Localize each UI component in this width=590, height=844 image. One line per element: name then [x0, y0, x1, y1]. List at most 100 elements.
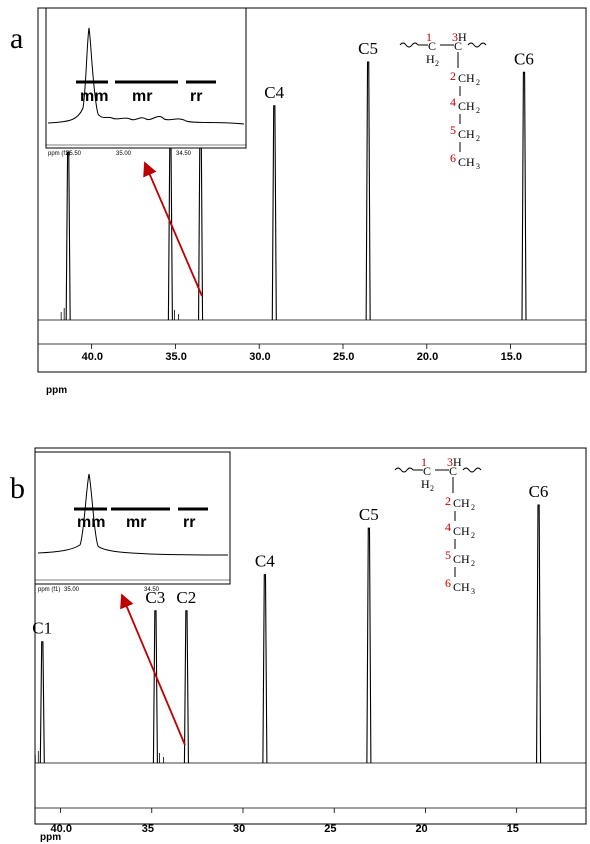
panel-b-inset-frame: [34, 451, 231, 585]
peak-c2: [183, 610, 189, 764]
inset-tick: 34.50: [176, 151, 192, 157]
svg-text:4: 4: [445, 520, 451, 534]
panel-b-xlabel: ppm: [40, 832, 61, 843]
svg-text:2: 2: [450, 69, 456, 83]
panel-a-frame: [37, 7, 587, 373]
x-tick-label: 25.0: [333, 351, 354, 363]
svg-text:CH: CH: [453, 552, 470, 566]
mm-label: mm: [80, 88, 108, 105]
svg-text:CH: CH: [453, 496, 470, 510]
svg-text:5: 5: [450, 123, 456, 137]
h-label: H: [458, 30, 467, 44]
wavy-bond-left: [399, 42, 419, 48]
inset-tick-prefix: ppm (f1): [48, 151, 70, 157]
inset-tick: 35.50: [66, 151, 82, 157]
svg-text:5: 5: [445, 548, 451, 562]
ch-group: C: [454, 39, 462, 53]
svg-text:6: 6: [450, 151, 456, 165]
panel-b-spectrum: [34, 504, 586, 764]
panel-a-xlabel: ppm: [46, 385, 67, 396]
svg-text:3: 3: [471, 587, 475, 596]
x-tick-label: 35: [142, 823, 154, 835]
svg-text:CH: CH: [453, 524, 470, 538]
peak-c6: [521, 71, 527, 321]
svg-text:3: 3: [476, 162, 480, 171]
peak-label-c6: C6: [529, 482, 549, 501]
mr-label: mr: [126, 514, 146, 531]
panel-b-peak-labels: C1 C3 C2 C4 C5 C6: [32, 482, 548, 638]
inset-tick: 34.50: [144, 587, 160, 593]
peak-c4: [271, 105, 277, 321]
inset-tick: 35.00: [64, 587, 80, 593]
peak-label-c2: C2: [176, 588, 196, 607]
x-tick-label: 15.0: [501, 351, 522, 363]
svg-text:2: 2: [445, 494, 451, 508]
svg-text:4: 4: [450, 95, 456, 109]
panel-b-inset: mm mr rr ppm (f1) 35.00 34.50: [34, 451, 231, 593]
panel-a-ticks: 40.0 35.0 30.0 25.0 20.0 15.0: [82, 344, 522, 363]
panel-a-inset-curve: [47, 27, 245, 125]
panel-b-label: b: [10, 472, 25, 505]
panel-b-ticks: 40.0 35 30 25 20 15: [51, 808, 519, 835]
peak-c5: [366, 527, 372, 764]
svg-text:CH: CH: [458, 99, 475, 113]
mm-label: mm: [77, 514, 105, 531]
panel-a-spectrum: [38, 61, 586, 321]
peak-c3: [152, 610, 158, 764]
wavy-bond-right: [467, 42, 487, 48]
ch-group: C: [428, 39, 436, 53]
svg-text:CH: CH: [458, 155, 475, 169]
carbon-number: 3: [447, 455, 453, 469]
peak-label-c5: C5: [358, 39, 378, 58]
x-tick-label: 20: [415, 823, 427, 835]
ch-group: C: [423, 464, 431, 478]
panel-a-structure: 1 3 H C C H 2 2 CH 2 4 CH 2 5 CH 2 6 CH …: [399, 30, 487, 171]
wavy-bond-left: [394, 467, 414, 473]
panel-a-label: a: [10, 22, 23, 55]
svg-text:2: 2: [430, 484, 434, 493]
x-tick-label: 30: [233, 823, 245, 835]
x-tick-label: 35.0: [165, 351, 186, 363]
carbon-number: 3: [452, 30, 458, 44]
peak-c1: [65, 151, 71, 321]
ch-group: C: [449, 464, 457, 478]
panel-a: a 40.035.030.025.020.015.0 ppm C1C3C2C4C…: [10, 7, 587, 396]
svg-text:2: 2: [471, 531, 475, 540]
panel-a-inset-frame: [45, 7, 247, 149]
h-label: H: [453, 455, 462, 469]
panel-a-inset: mm mr rr ppm (f1) 35.50 35.00 34.50: [45, 7, 247, 157]
svg-text:2: 2: [471, 559, 475, 568]
peak-c3: [167, 141, 173, 321]
h2-label: H: [421, 477, 430, 491]
panel-a-arrow: [143, 161, 203, 297]
peak-label-c3: C3: [145, 588, 165, 607]
inset-tick: 35.00: [116, 151, 132, 157]
svg-text:CH: CH: [453, 580, 470, 594]
wavy-bond-right: [462, 467, 482, 473]
peak-c6: [536, 504, 542, 764]
panel-b-structure: 1 3 H C C H 2 2 CH 2 4 CH 2 5 CH 2 6 CH …: [394, 455, 482, 596]
x-tick-label: 25: [324, 823, 336, 835]
peak-c4: [262, 574, 268, 764]
svg-text:6: 6: [445, 576, 451, 590]
carbon-number: 1: [421, 455, 427, 469]
panel-b-frame: [34, 447, 587, 825]
peak-label-c5: C5: [359, 505, 379, 524]
svg-text:CH: CH: [458, 127, 475, 141]
peak-label-c6: C6: [514, 49, 534, 68]
x-tick-label: 40.0: [82, 351, 103, 363]
rr-label: rr: [183, 514, 195, 531]
svg-text:2: 2: [435, 59, 439, 68]
x-tick-label: 30.0: [249, 351, 270, 363]
peak-c5: [365, 61, 371, 321]
x-tick-label: 40.0: [51, 823, 72, 835]
mr-label: mr: [132, 88, 152, 105]
panel-b-arrow: [120, 593, 186, 746]
peak-label-c1: C1: [32, 619, 52, 638]
inset-tick-prefix: ppm (f1): [38, 587, 60, 593]
peak-label-c4: C4: [255, 552, 275, 571]
svg-text:2: 2: [476, 106, 480, 115]
peak-c1: [39, 641, 45, 764]
